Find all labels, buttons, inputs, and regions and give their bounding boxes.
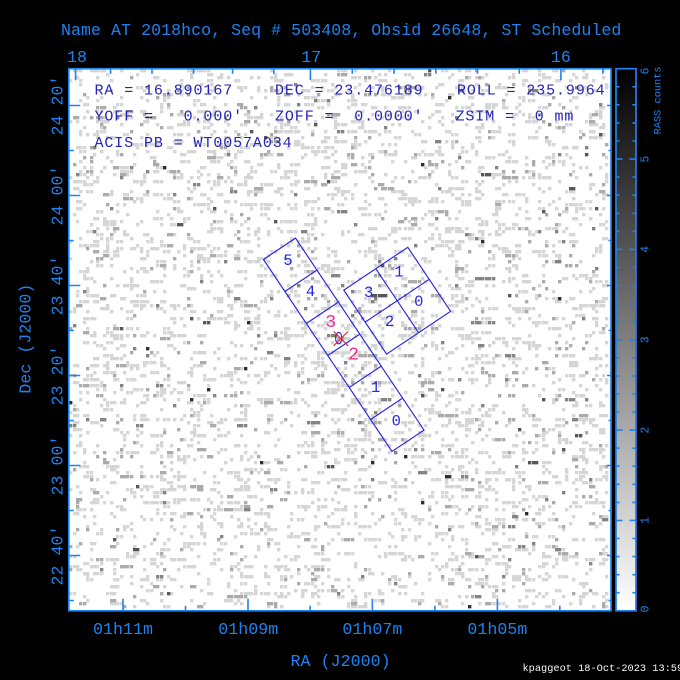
svg-text:23 20': 23 20'	[49, 345, 68, 405]
svg-text:3: 3	[325, 313, 336, 333]
svg-text:2: 2	[348, 346, 359, 366]
svg-text:ZSIM = 0 mm: ZSIM = 0 mm	[456, 109, 575, 126]
svg-text:01h11m: 01h11m	[93, 620, 153, 639]
svg-text:4: 4	[640, 246, 653, 253]
svg-text:ZOFF = 0.0000': ZOFF = 0.0000'	[275, 109, 424, 126]
svg-text:23 40': 23 40'	[49, 255, 68, 315]
svg-text:24 00': 24 00'	[49, 165, 68, 225]
svg-text:1: 1	[394, 264, 403, 282]
svg-text:Dec (J2000): Dec (J2000)	[17, 284, 36, 394]
svg-text:6: 6	[640, 67, 653, 74]
svg-text:kpaggeot 18-Oct-2023 13:59: kpaggeot 18-Oct-2023 13:59	[523, 663, 680, 675]
svg-text:16: 16	[551, 48, 571, 67]
svg-text:0: 0	[392, 412, 401, 430]
svg-text:5: 5	[283, 252, 292, 270]
svg-text:4: 4	[306, 283, 315, 301]
svg-text:ROLL = 235.9964: ROLL = 235.9964	[457, 83, 606, 100]
svg-text:1: 1	[371, 379, 380, 397]
svg-text:01h09m: 01h09m	[218, 620, 278, 639]
svg-text:1: 1	[640, 517, 653, 524]
svg-text:Name AT 2018hco, Seq # 503408,: Name AT 2018hco, Seq # 503408, Obsid 266…	[61, 21, 621, 40]
svg-text:2: 2	[385, 313, 394, 331]
svg-text:DEC = 23.476189: DEC = 23.476189	[275, 83, 424, 100]
svg-text:3: 3	[364, 284, 373, 302]
svg-text:RA (J2000): RA (J2000)	[291, 652, 391, 671]
svg-text:23 00': 23 00'	[49, 435, 68, 495]
svg-text:01h07m: 01h07m	[342, 620, 402, 639]
svg-text:24 20': 24 20'	[49, 75, 68, 135]
svg-text:YOFF = 0.000': YOFF = 0.000'	[95, 109, 244, 126]
svg-text:17: 17	[301, 48, 321, 67]
svg-text:18: 18	[67, 48, 87, 67]
svg-text:RA = 16.890167: RA = 16.890167	[95, 83, 234, 100]
svg-text:2: 2	[640, 427, 653, 434]
svg-text:5: 5	[640, 156, 653, 163]
svg-text:3: 3	[640, 336, 653, 343]
svg-text:ACIS PB = WT0057A034: ACIS PB = WT0057A034	[95, 135, 293, 152]
svg-text:0: 0	[414, 293, 423, 311]
svg-text:01h05m: 01h05m	[467, 620, 527, 639]
svg-text:RASS counts: RASS counts	[653, 66, 665, 134]
svg-text:0: 0	[640, 605, 653, 612]
svg-text:22 40': 22 40'	[49, 525, 68, 585]
